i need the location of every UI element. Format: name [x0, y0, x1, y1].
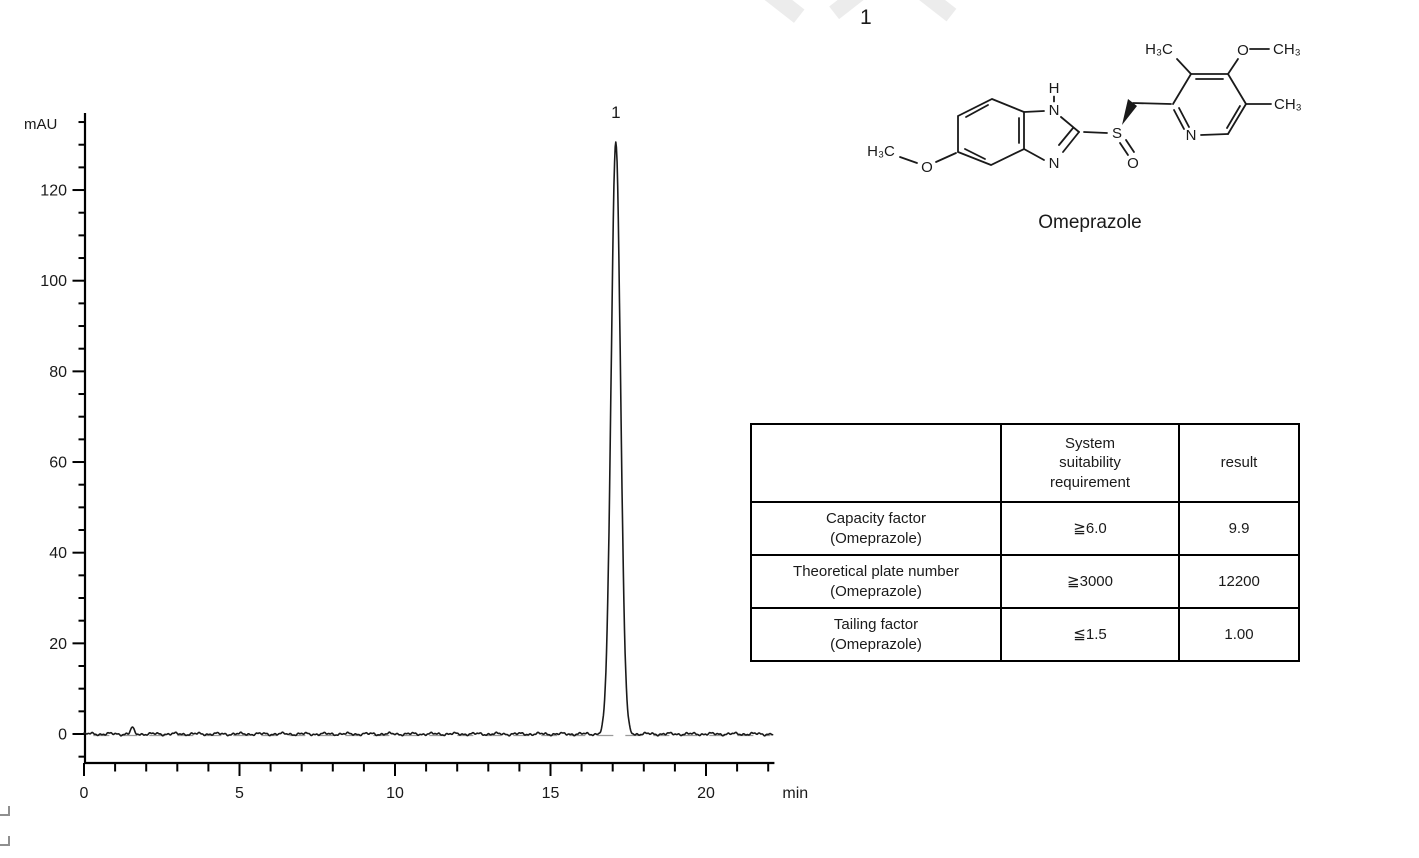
- scan-edge-mark: [0, 836, 10, 846]
- watermark-streak: [897, 0, 957, 22]
- molecule-name: Omeprazole: [1038, 212, 1142, 233]
- atom-label-o-sulfinyl: O: [1127, 155, 1139, 172]
- x-tick-label: 0: [80, 785, 89, 802]
- y-tick-label: 0: [58, 727, 67, 744]
- chromatogram-trace: [83, 141, 774, 737]
- y-tick-label: 60: [49, 455, 67, 472]
- atom-label-h3c-pyridine: H₃C: [1145, 41, 1173, 58]
- atom-label-h3c-left: H₃C: [867, 143, 895, 160]
- system-suitability-table: System suitability requirement result Ca…: [750, 423, 1300, 662]
- stereo-wedge-bond: [1122, 99, 1137, 125]
- figure-number: 1: [860, 6, 872, 29]
- header-requirement: System suitability requirement: [1000, 423, 1180, 503]
- peak-label: 1: [611, 103, 620, 122]
- watermark-streak: [743, 0, 805, 23]
- x-tick-label: 15: [542, 785, 560, 802]
- y-axis-unit-label: mAU: [24, 116, 57, 133]
- scan-edge-mark: [0, 806, 10, 816]
- y-tick-label: 20: [49, 636, 67, 653]
- atom-label-n3: N: [1049, 155, 1060, 172]
- row-requirement: ≦1.5: [1000, 607, 1180, 662]
- row-result: 12200: [1178, 554, 1300, 609]
- row-label: Tailing factor (Omeprazole): [750, 607, 1002, 662]
- table-row: Theoretical plate number (Omeprazole) ≧3…: [750, 554, 1300, 609]
- x-tick-label: 5: [235, 785, 244, 802]
- x-axis-unit-label: min: [782, 785, 808, 802]
- atom-label-h: H: [1049, 80, 1060, 97]
- table-row: Capacity factor (Omeprazole) ≧6.0 9.9: [750, 501, 1300, 556]
- header-parameter: [750, 423, 1002, 503]
- header-result: result: [1178, 423, 1300, 503]
- row-label: Capacity factor (Omeprazole): [750, 501, 1002, 556]
- atom-label-n-pyridine: N: [1186, 127, 1197, 144]
- y-tick-label: 80: [49, 364, 67, 381]
- table-row: Tailing factor (Omeprazole) ≦1.5 1.00: [750, 607, 1300, 662]
- x-tick-label: 20: [697, 785, 715, 802]
- y-tick-label: 40: [49, 545, 67, 562]
- atom-label-ch3-right: CH₃: [1274, 96, 1302, 113]
- row-label: Theoretical plate number (Omeprazole): [750, 554, 1002, 609]
- x-tick-label: 10: [386, 785, 404, 802]
- chromatogram-plot: 0 20 40 60 80 100 120 0 5 10 15 20 mAU min 1: [24, 103, 808, 802]
- molecule-structure: H₃C O H N N S O H₃C O CH₃ CH₃ N Omeprazo…: [867, 41, 1302, 233]
- row-result: 1.00: [1178, 607, 1300, 662]
- atom-label-o-top: O: [1237, 42, 1249, 59]
- atom-label-o-left: O: [921, 159, 933, 176]
- benzene-ring: [957, 98, 1025, 166]
- row-result: 9.9: [1178, 501, 1300, 556]
- atom-label-n1: N: [1049, 102, 1060, 119]
- row-requirement: ≧3000: [1000, 554, 1180, 609]
- atom-label-ch3-top: CH₃: [1273, 41, 1301, 58]
- atom-label-s: S: [1112, 125, 1122, 142]
- table-header-row: System suitability requirement result: [750, 423, 1300, 503]
- watermark-streak: [829, 0, 885, 20]
- row-requirement: ≧6.0: [1000, 501, 1180, 556]
- y-tick-label: 100: [40, 273, 67, 290]
- y-tick-label: 120: [40, 183, 67, 200]
